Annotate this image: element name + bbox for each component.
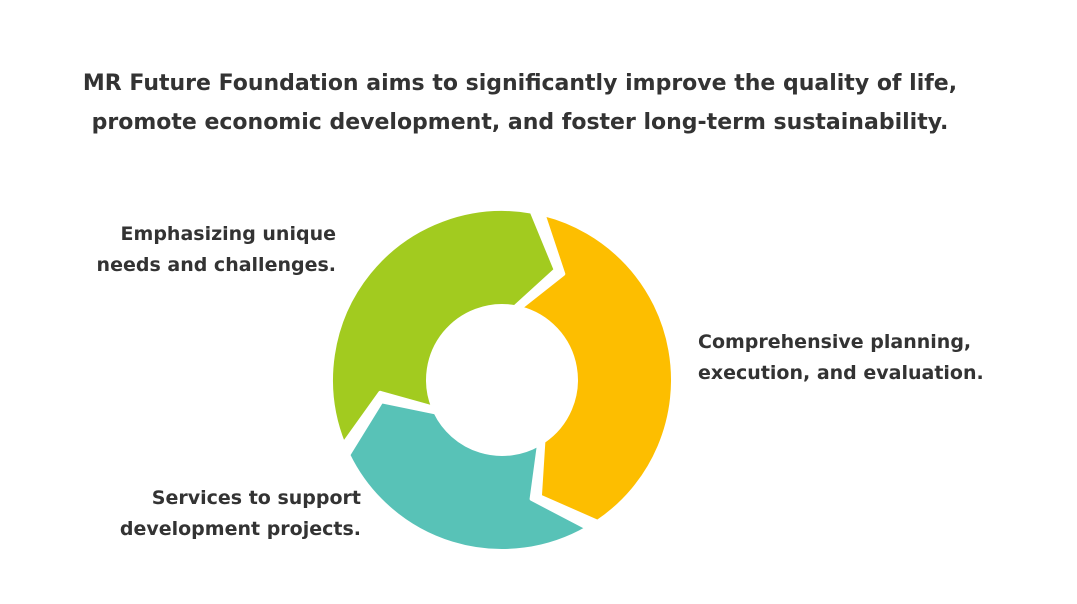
label-line: development projects. [119,518,361,540]
label-line: Comprehensive planning, [698,331,972,353]
label-emphasizing-needs: Emphasizing unique needs and challenges. [97,219,336,281]
title-line-2: promote economic development, and foster… [91,110,949,135]
label-line: Services to support [151,487,361,509]
title-line-1: MR Future Foundation aims to significant… [82,71,958,96]
label-services-support: Services to support development projects… [120,483,361,545]
label-comprehensive-planning: Comprehensive planning, execution, and e… [698,327,984,389]
segment-yellow [517,212,675,524]
label-line: needs and challenges. [96,254,336,276]
diagram-title: MR Future Foundation aims to significant… [60,64,980,142]
label-line: execution, and evaluation. [698,362,984,384]
segment-teal [346,399,590,553]
segment-green [329,207,558,447]
label-line: Emphasizing unique [120,223,336,245]
